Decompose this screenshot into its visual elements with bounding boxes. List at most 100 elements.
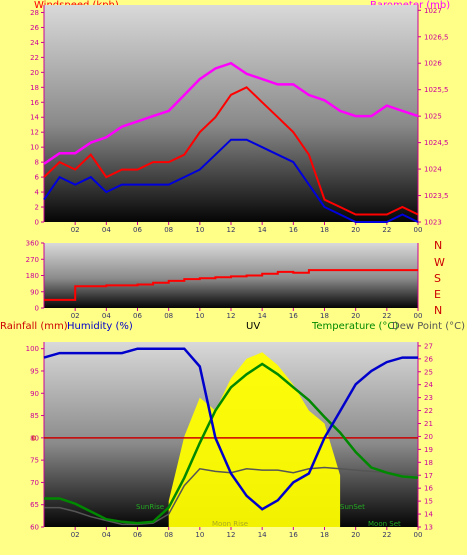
x-tick-label-3: 22: [382, 531, 391, 539]
x-tick-label-3: 14: [258, 531, 267, 539]
left-tick-label-3: 85: [30, 412, 39, 420]
left-tick-label-1: 10: [30, 144, 39, 152]
left-tick-label-2: 0: [35, 305, 39, 313]
sunset-label: SunSet: [340, 503, 365, 511]
x-tick-label-2: 10: [195, 312, 204, 320]
right-tick-label-3: 18: [424, 459, 433, 467]
left-tick-label-1: 2: [35, 204, 39, 212]
left-tick-label-3: 80: [30, 434, 39, 442]
x-tick-label-3: 20: [351, 531, 360, 539]
x-tick-label-2: 20: [351, 312, 360, 320]
x-tick-label-1: 18: [320, 226, 329, 234]
compass-w: W: [434, 256, 445, 269]
x-tick-label-2: 18: [320, 312, 329, 320]
right-tick-label-3: 14: [424, 511, 433, 519]
x-tick-label-1: 04: [102, 226, 111, 234]
dewpoint-axis-title: Dew Point (°C): [392, 321, 466, 332]
right-tick-label-1: 1025: [424, 113, 442, 121]
x-tick-label-2: 00: [414, 312, 423, 320]
left-tick-label-1: 26: [30, 24, 39, 32]
left-tick-label-3: 100: [26, 345, 39, 353]
right-tick-label-3: 25: [424, 368, 433, 376]
x-tick-label-1: 06: [133, 226, 142, 234]
plot-area-1: [44, 5, 418, 222]
right-tick-label-3: 23: [424, 394, 433, 402]
left-tick-label-1: 14: [30, 114, 39, 122]
left-tick-label-1: 6: [35, 174, 40, 182]
left-tick-label-1: 18: [30, 84, 39, 92]
x-tick-label-2: 12: [227, 312, 236, 320]
x-tick-label-1: 14: [258, 226, 267, 234]
windspeed-line: [43, 86, 419, 216]
right-tick-label-3: 22: [424, 407, 433, 415]
right-tick-label-1: 1023,5: [424, 192, 449, 200]
x-tick-label-3: 00: [414, 531, 423, 539]
x-tick-label-1: 00: [414, 226, 423, 234]
left-tick-label-1: 8: [35, 159, 39, 167]
right-tick-label-3: 24: [424, 381, 433, 389]
right-tick-label-3: 20: [424, 433, 433, 441]
left-tick-label-1: 16: [30, 99, 39, 107]
wind-direction-line: [44, 269, 418, 301]
right-tick-label-1: 1027: [424, 7, 442, 15]
x-tick-label-3: 10: [195, 531, 204, 539]
right-tick-label-3: 21: [424, 420, 433, 428]
moonrise-label: Moon Rise: [212, 520, 248, 528]
right-tick-label-1: 1024,5: [424, 139, 449, 147]
right-tick-label-3: 19: [424, 446, 433, 454]
gust-line: [43, 138, 419, 223]
right-tick-label-3: 26: [424, 355, 433, 363]
rainfall-zero-label: 0: [32, 434, 36, 442]
moonset-label: Moon Set: [368, 520, 401, 528]
left-tick-label-1: 20: [30, 69, 39, 77]
right-tick-label-1: 1025,5: [424, 86, 449, 94]
left-tick-label-3: 60: [30, 524, 39, 532]
x-tick-label-1: 02: [71, 226, 80, 234]
x-tick-label-1: 10: [195, 226, 204, 234]
right-tick-label-1: 1024: [424, 166, 442, 174]
barometer-line: [43, 61, 419, 165]
right-tick-label-3: 16: [424, 485, 433, 493]
x-tick-label-3: 12: [227, 531, 236, 539]
x-tick-label-2: 16: [289, 312, 298, 320]
x-tick-label-2: 08: [164, 312, 173, 320]
left-tick-label-1: 22: [30, 54, 39, 62]
uv-area: [168, 352, 341, 527]
x-tick-label-2: 04: [102, 312, 111, 320]
left-tick-label-1: 0: [35, 219, 39, 227]
left-tick-label-1: 28: [30, 9, 39, 17]
left-tick-label-2: 180: [26, 272, 39, 280]
x-tick-label-1: 12: [227, 226, 236, 234]
sunrise-label: SunRise: [136, 503, 164, 511]
left-tick-label-2: 270: [26, 256, 39, 264]
left-tick-label-3: 65: [30, 501, 39, 509]
uv-axis-title: UV: [246, 321, 261, 332]
right-tick-label-1: 1026: [424, 60, 442, 68]
left-tick-label-3: 75: [30, 457, 39, 465]
x-tick-label-2: 02: [71, 312, 80, 320]
left-tick-label-3: 70: [30, 479, 39, 487]
right-tick-label-1: 1023: [424, 219, 442, 227]
compass-e: E: [434, 288, 441, 301]
x-tick-label-3: 06: [133, 531, 142, 539]
x-tick-label-3: 08: [164, 531, 173, 539]
x-tick-label-1: 08: [164, 226, 173, 234]
right-tick-label-3: 17: [424, 472, 433, 480]
humidity-line: [43, 347, 418, 511]
compass-n-bottom: N: [434, 304, 443, 317]
compass-s: S: [434, 272, 441, 285]
x-tick-label-3: 02: [71, 531, 80, 539]
right-tick-label-1: 1026,5: [424, 33, 449, 41]
left-tick-label-1: 4: [35, 189, 40, 197]
left-tick-label-3: 90: [30, 390, 39, 398]
x-tick-label-1: 20: [351, 226, 360, 234]
humidity-axis-title: Humidity (%): [67, 321, 133, 332]
left-tick-label-1: 12: [30, 129, 39, 137]
left-tick-label-2: 90: [30, 288, 39, 296]
x-tick-label-2: 14: [258, 312, 267, 320]
right-tick-label-3: 27: [424, 342, 433, 350]
compass-n-top: N: [434, 239, 443, 252]
x-tick-label-1: 16: [289, 226, 298, 234]
left-tick-label-1: 24: [30, 39, 39, 47]
x-tick-label-3: 18: [320, 531, 329, 539]
